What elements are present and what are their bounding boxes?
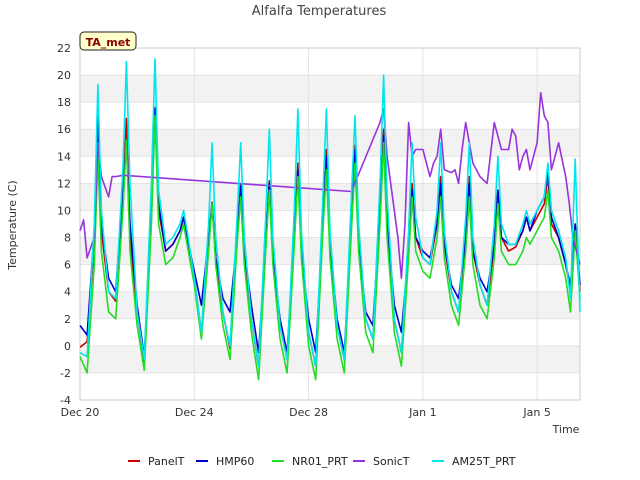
- series-line-nr01-prt: [79, 114, 581, 381]
- y-axis-label: Temperature (C): [6, 180, 19, 270]
- series-line-sonict: [79, 91, 581, 280]
- y-tick-label: 8: [64, 232, 71, 245]
- plot-band: [80, 291, 580, 319]
- y-tick-label: 18: [57, 96, 71, 109]
- x-axis-ticks: Dec 20 Dec 24 Dec 28 Jan 1 Jan 5: [61, 406, 551, 419]
- y-tick-label: 6: [64, 259, 71, 272]
- y-tick-label: -4: [60, 394, 71, 407]
- y-tick-label: 20: [57, 69, 71, 82]
- badge-box: [79, 31, 137, 51]
- y-axis-ticks: -4 -2 0 2 4 6 8 10 12 14 16 18 20 22: [57, 42, 71, 407]
- y-tick-label: 0: [64, 340, 71, 353]
- legend-label: NR01_PRT: [292, 455, 348, 468]
- y-tick-label: 10: [57, 204, 71, 217]
- x-tick-label: Jan 5: [522, 406, 550, 419]
- ta-met-badge: TA_met: [79, 31, 137, 51]
- legend-label: PanelT: [148, 455, 185, 468]
- series-lines: [79, 57, 581, 381]
- x-tick-label: Jan 1: [408, 406, 436, 419]
- plot-frame: [79, 47, 581, 401]
- x-axis-label: Time: [552, 423, 580, 436]
- series-line-am25t-prt: [79, 57, 581, 368]
- plot-band: [80, 345, 580, 373]
- badge-text: TA_met: [86, 36, 131, 49]
- legend: PanelT HMP60 NR01_PRT SonicT AM25T_PRT: [128, 455, 516, 468]
- x-tick-label: Dec 28: [289, 406, 328, 419]
- chart-title: Alfalfa Temperatures: [252, 4, 387, 19]
- x-tick-label: Dec 20: [61, 406, 100, 419]
- y-tick-label: 2: [64, 313, 71, 326]
- legend-label: AM25T_PRT: [452, 455, 516, 468]
- y-tick-label: 4: [64, 286, 71, 299]
- y-tick-label: 16: [57, 123, 71, 136]
- y-tick-label: 14: [57, 150, 71, 163]
- y-tick-label: -2: [60, 367, 71, 380]
- y-tick-label: 22: [57, 42, 71, 55]
- legend-label: HMP60: [216, 455, 254, 468]
- legend-label: SonicT: [373, 455, 410, 468]
- plot-band: [80, 75, 580, 103]
- y-tick-label: 12: [57, 177, 71, 190]
- x-tick-label: Dec 24: [175, 406, 214, 419]
